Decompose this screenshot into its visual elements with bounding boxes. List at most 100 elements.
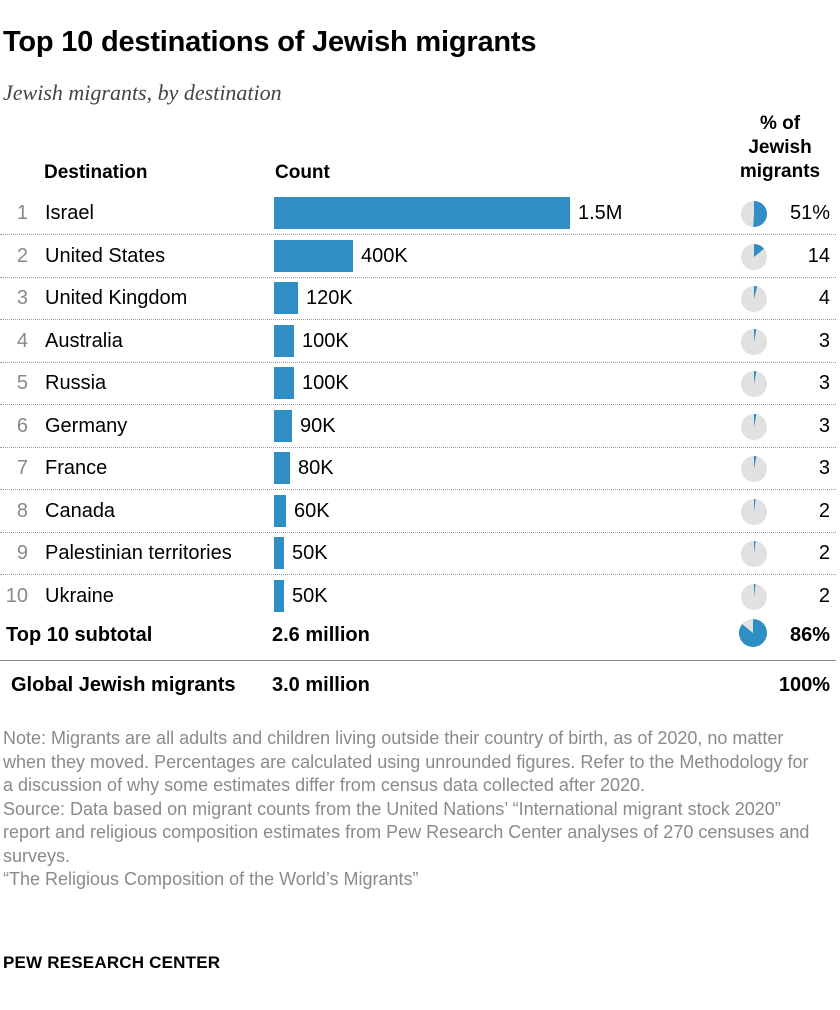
pie-slice xyxy=(754,286,758,299)
destination-label: Russia xyxy=(45,372,107,394)
table-row: 8 Canada 60K 2 xyxy=(0,490,840,533)
pie-slice xyxy=(754,328,757,342)
percent-pie-icon xyxy=(741,583,767,610)
count-bar xyxy=(274,367,294,399)
chart-subtitle: Jewish migrants, by destination xyxy=(3,80,282,105)
row-divider xyxy=(0,276,836,278)
pie-slice xyxy=(754,498,756,512)
percent-pie-icon xyxy=(741,456,767,482)
count-value-label: 1.5M xyxy=(578,202,623,224)
destination-label: United Kingdom xyxy=(45,287,188,309)
pie-slice xyxy=(753,200,768,227)
subtotal-divider xyxy=(0,660,836,661)
table-row: 3 United Kingdom 120K 4 xyxy=(0,277,840,320)
table-row: 7 France 80K 3 xyxy=(0,447,840,490)
count-value-label: 80K xyxy=(298,457,334,479)
row-divider xyxy=(0,234,836,235)
count-bar xyxy=(274,282,298,314)
count-bar xyxy=(274,197,570,229)
destination-label: Ukraine xyxy=(45,584,114,607)
row-divider xyxy=(0,404,836,405)
percent-value-label: 3 xyxy=(818,457,830,479)
percent-pie-icon xyxy=(741,200,768,227)
pie-slice xyxy=(754,456,757,469)
count-bar xyxy=(274,579,284,612)
row-divider xyxy=(0,531,836,533)
destination-label: Canada xyxy=(45,499,116,522)
percent-pie-icon xyxy=(741,498,767,525)
percent-value-label: 2 xyxy=(818,542,830,564)
row-divider xyxy=(0,361,836,363)
pew-research-center-logo: PEW RESEARCH CENTER xyxy=(3,953,221,972)
row-rank: 5 xyxy=(16,372,28,394)
percent-pie-icon xyxy=(741,413,767,440)
destination-label: Australia xyxy=(45,329,123,352)
percent-pie-icon xyxy=(741,541,767,567)
destination-label: France xyxy=(45,457,108,479)
count-bar xyxy=(274,324,294,357)
subtotal-pie-icon xyxy=(739,619,768,647)
percent-value-label: 2 xyxy=(818,584,830,607)
percent-value-label: 3 xyxy=(818,414,830,437)
subtotal-percent: 86% xyxy=(789,624,830,646)
subtotal-row: Top 10 subtotal 2.6 million 86% xyxy=(0,614,840,656)
row-rank: 6 xyxy=(16,414,28,437)
count-bar xyxy=(274,409,292,442)
destination-label: United States xyxy=(45,244,166,267)
destination-column-header: Destination xyxy=(44,162,148,183)
subtotal-count: 2.6 million xyxy=(272,624,370,646)
pie-slice xyxy=(739,619,768,647)
percent-column-header: % of Jewish migrants xyxy=(726,112,834,184)
row-rank: 9 xyxy=(16,542,28,564)
percent-pie-icon xyxy=(741,371,767,397)
table-row: 10 Ukraine 50K 2 xyxy=(0,575,840,617)
table-row: 9 Palestinian territories 50K 2 xyxy=(0,532,840,575)
count-bar xyxy=(274,452,290,484)
destination-label: Palestinian territories xyxy=(45,542,232,564)
row-divider xyxy=(0,319,836,320)
count-value-label: 90K xyxy=(300,414,336,437)
row-rank: 7 xyxy=(16,457,28,479)
count-bar xyxy=(274,494,286,527)
row-divider xyxy=(0,446,836,448)
row-rank: 4 xyxy=(16,329,28,352)
subtotal-label: Top 10 subtotal xyxy=(6,624,153,646)
destination-label: Germany xyxy=(45,414,128,437)
percent-value-label: 51% xyxy=(789,202,830,224)
percent-value-label: 2 xyxy=(818,499,830,522)
global-count: 3.0 million xyxy=(272,674,370,696)
count-value-label: 120K xyxy=(306,287,353,309)
destination-label: Israel xyxy=(45,202,94,224)
count-value-label: 60K xyxy=(294,499,330,522)
percent-header-line: migrants xyxy=(739,161,821,182)
row-rank: 8 xyxy=(16,499,28,522)
percent-value-label: 14 xyxy=(807,244,830,267)
global-percent: 100% xyxy=(778,674,830,696)
row-rank: 10 xyxy=(5,584,28,607)
count-value-label: 50K xyxy=(292,542,328,564)
chart-title: Top 10 destinations of Jewish migrants xyxy=(3,26,537,58)
count-value-label: 400K xyxy=(361,244,408,267)
percent-value-label: 3 xyxy=(818,372,830,394)
percent-header-line: % of xyxy=(759,113,801,134)
report-title-text: “The Religious Composition of the World’… xyxy=(3,869,419,889)
row-divider xyxy=(0,489,836,490)
table-row: 6 Germany 90K 3 xyxy=(0,405,840,448)
table-row: 2 United States 400K 14 xyxy=(0,235,840,278)
count-column-header: Count xyxy=(275,162,330,183)
count-bar xyxy=(274,537,284,569)
pie-slice xyxy=(754,413,757,427)
table-row: 4 Australia 100K 3 xyxy=(0,320,840,363)
count-value-label: 50K xyxy=(292,584,328,607)
row-rank: 2 xyxy=(16,244,28,267)
global-row: Global Jewish migrants 3.0 million 100% xyxy=(0,664,840,706)
row-divider xyxy=(0,574,836,575)
chart-notes: Note: Migrants are all adults and childr… xyxy=(3,727,823,892)
pie-slice xyxy=(754,243,765,257)
percent-value-label: 4 xyxy=(818,287,830,309)
table-row: 1 Israel 1.5M 51% xyxy=(0,192,840,235)
count-bar xyxy=(274,239,353,272)
percent-pie-icon xyxy=(741,286,767,312)
count-value-label: 100K xyxy=(302,329,349,352)
table-row: 5 Russia 100K 3 xyxy=(0,362,840,405)
